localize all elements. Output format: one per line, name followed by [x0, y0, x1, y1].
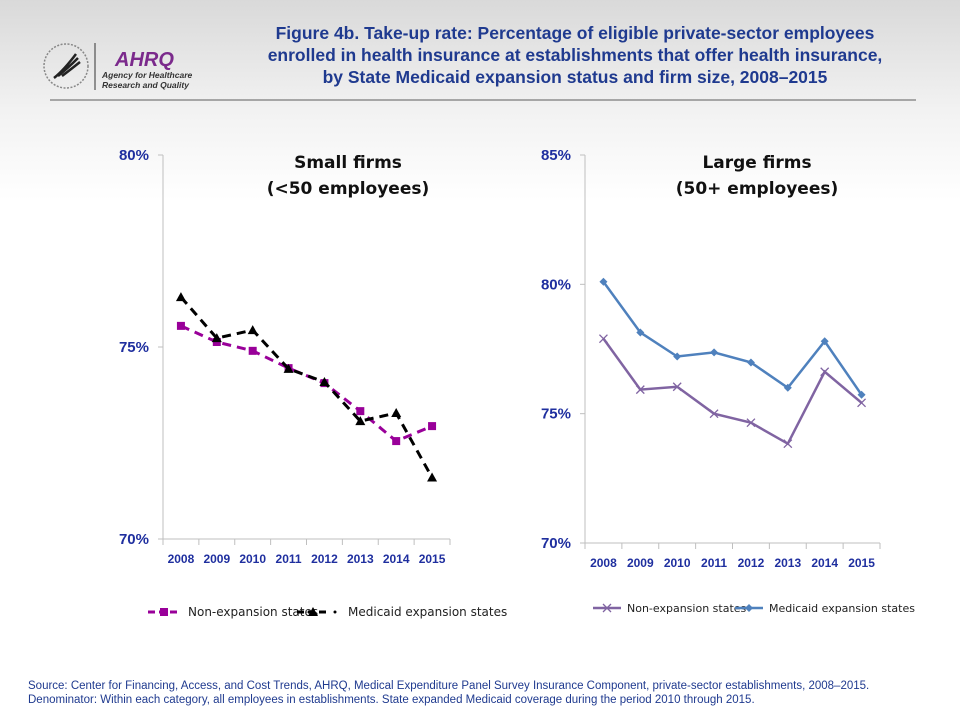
- x-tick-label: 2012: [311, 552, 338, 566]
- data-point: [710, 348, 719, 357]
- data-point: [427, 472, 438, 482]
- chart-small-firms: 70% 75% 80% 2008 2009 2010 2011 2012 2013 2014 201…: [119, 147, 507, 619]
- chart-title: Small firms: [294, 153, 402, 173]
- title-line: Figure 4b. Take-up rate: Percentage of e…: [275, 23, 875, 43]
- logo-line1: Agency for Healthcare: [101, 70, 192, 80]
- data-point: [247, 325, 258, 335]
- divider: [50, 99, 916, 101]
- x-tick-label: 2010: [239, 552, 266, 566]
- title-line: by State Medicaid expansion status and f…: [322, 67, 828, 87]
- x-tick-label: 2015: [419, 552, 446, 566]
- y-tick-label: 75%: [119, 339, 149, 356]
- y-tick-label: 70%: [119, 531, 149, 548]
- chart-title: (50+ employees): [676, 179, 839, 199]
- y-tick-label: 75%: [541, 406, 571, 423]
- legend-dot: [333, 610, 337, 614]
- ahrq-logo: AHRQ Agency for Healthcare Research and …: [40, 40, 210, 96]
- figure-title: Figure 4b. Take-up rate: Percentage of e…: [230, 22, 920, 88]
- x-tick-label: 2015: [848, 556, 875, 570]
- data-point: [599, 277, 608, 286]
- data-point: [176, 321, 185, 330]
- footer: Source: Center for Financing, Access, an…: [28, 679, 869, 707]
- data-point: [746, 358, 755, 367]
- y-tick-label: 70%: [541, 535, 571, 552]
- legend-label: Non-expansion states: [627, 602, 747, 615]
- x-tick-label: 2012: [738, 556, 765, 570]
- x-tick-label: 2014: [811, 556, 838, 570]
- data-point: [355, 416, 366, 426]
- data-point: [308, 607, 318, 616]
- x-tick-label: 2009: [203, 552, 230, 566]
- data-point: [745, 604, 753, 612]
- denominator-note: Denominator: Within each category, all e…: [28, 694, 755, 706]
- series-line: [602, 337, 863, 446]
- x-tick-label: 2010: [664, 556, 691, 570]
- x-tick-label: 2008: [168, 552, 195, 566]
- data-point: [211, 333, 222, 343]
- data-point: [319, 376, 330, 386]
- data-point: [672, 382, 682, 392]
- y-tick-label: 80%: [119, 147, 149, 164]
- data-point: [598, 334, 608, 344]
- x-tick-label: 2008: [590, 556, 617, 570]
- data-point: [248, 346, 257, 355]
- data-point: [820, 337, 829, 346]
- x-tick-label: 2014: [383, 552, 410, 566]
- x-tick-label: 2011: [276, 552, 302, 566]
- source-note: Source: Center for Financing, Access, an…: [28, 680, 870, 692]
- data-point: [428, 422, 437, 431]
- data-point: [783, 383, 792, 392]
- data-point: [356, 407, 365, 416]
- hhs-seal-icon: [43, 43, 89, 89]
- data-point: [160, 608, 168, 616]
- x-tick-label: 2013: [347, 552, 374, 566]
- title-line: enrolled in health insurance at establis…: [267, 45, 883, 65]
- x-tick-label: 2009: [627, 556, 654, 570]
- legend-label: Medicaid expansion states: [348, 605, 507, 619]
- data-point: [820, 367, 830, 377]
- data-point: [709, 409, 719, 419]
- legend-label: Non-expansion states: [188, 605, 318, 619]
- y-tick-label: 80%: [541, 276, 571, 293]
- data-point: [746, 418, 756, 428]
- data-point: [636, 328, 645, 337]
- chart-large-firms: 70% 75% 80% 85% 2008 2009 2010 2011 2012 2013 2014…: [541, 147, 915, 615]
- x-tick-label: 2011: [701, 556, 727, 570]
- x-tick-label: 2013: [774, 556, 801, 570]
- series-line: [179, 296, 434, 479]
- logo-brand: AHRQ: [114, 49, 174, 71]
- legend-label: Medicaid expansion states: [769, 602, 915, 615]
- data-point: [391, 408, 402, 418]
- data-point: [283, 363, 294, 373]
- data-point: [857, 398, 867, 408]
- data-point: [673, 352, 682, 361]
- logo-line2: Research and Quality: [102, 80, 190, 90]
- data-point: [175, 292, 186, 302]
- chart-title: Large firms: [702, 153, 811, 173]
- series-line: [602, 281, 863, 396]
- data-point: [783, 439, 793, 449]
- y-tick-label: 85%: [541, 147, 571, 164]
- chart-title: (<50 employees): [267, 179, 430, 199]
- data-point: [602, 603, 612, 613]
- data-point: [392, 437, 401, 446]
- data-point: [635, 385, 645, 395]
- series-line: [180, 324, 433, 443]
- data-point: [857, 390, 866, 399]
